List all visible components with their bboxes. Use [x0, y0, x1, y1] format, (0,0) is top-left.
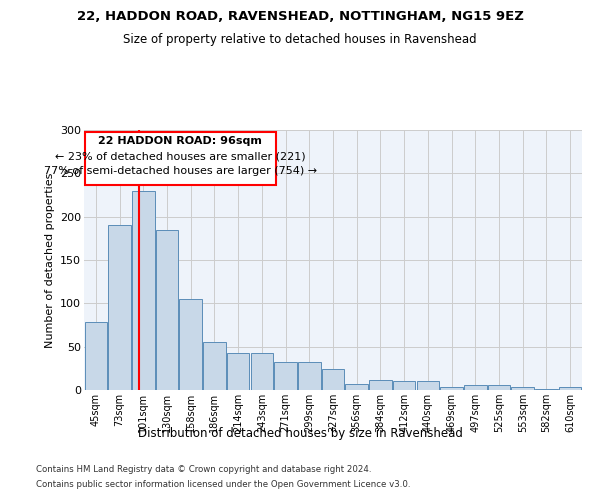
Bar [203, 342, 226, 390]
Bar [109, 226, 131, 390]
Text: Contains public sector information licensed under the Open Government Licence v3: Contains public sector information licen… [36, 480, 410, 489]
Bar [274, 362, 297, 390]
Bar [511, 388, 534, 390]
Bar [227, 352, 250, 390]
Text: ← 23% of detached houses are smaller (221): ← 23% of detached houses are smaller (22… [55, 151, 306, 161]
Text: 22, HADDON ROAD, RAVENSHEAD, NOTTINGHAM, NG15 9EZ: 22, HADDON ROAD, RAVENSHEAD, NOTTINGHAM,… [77, 10, 523, 23]
Bar [464, 385, 487, 390]
Bar [488, 385, 510, 390]
Text: Distribution of detached houses by size in Ravenshead: Distribution of detached houses by size … [137, 428, 463, 440]
Bar [85, 322, 107, 390]
FancyBboxPatch shape [85, 132, 276, 184]
Bar [156, 230, 178, 390]
Text: 77% of semi-detached houses are larger (754) →: 77% of semi-detached houses are larger (… [44, 166, 317, 176]
Text: 22 HADDON ROAD: 96sqm: 22 HADDON ROAD: 96sqm [98, 136, 262, 146]
Bar [322, 369, 344, 390]
Bar [251, 352, 273, 390]
Text: Size of property relative to detached houses in Ravenshead: Size of property relative to detached ho… [123, 32, 477, 46]
Text: Contains HM Land Registry data © Crown copyright and database right 2024.: Contains HM Land Registry data © Crown c… [36, 465, 371, 474]
Bar [369, 380, 392, 390]
Y-axis label: Number of detached properties: Number of detached properties [44, 172, 55, 348]
Bar [298, 362, 320, 390]
Bar [393, 382, 415, 390]
Bar [416, 382, 439, 390]
Bar [179, 299, 202, 390]
Bar [559, 388, 581, 390]
Bar [535, 389, 557, 390]
Bar [440, 386, 463, 390]
Bar [132, 190, 155, 390]
Bar [346, 384, 368, 390]
